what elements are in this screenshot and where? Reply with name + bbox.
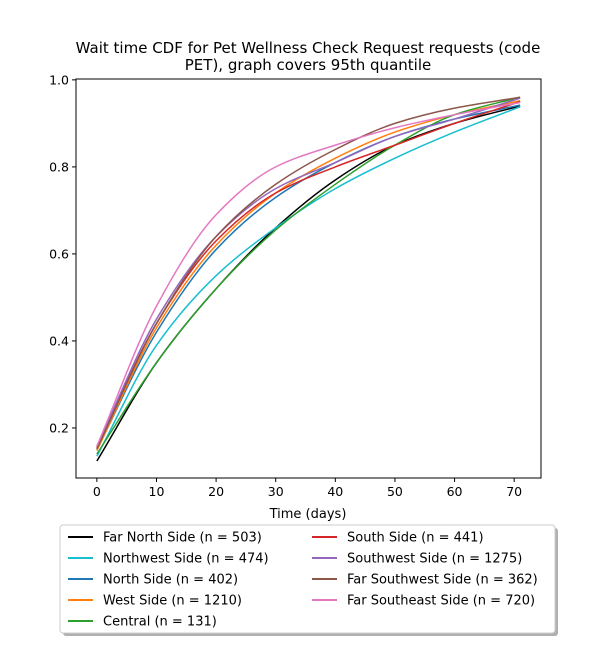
series-line-8 <box>96 96 521 450</box>
series-line-5 <box>96 96 521 455</box>
x-tick-label: 50 <box>387 484 403 499</box>
legend-label: Far Southeast Side (n = 720) <box>347 594 535 609</box>
series-layer <box>96 96 521 462</box>
y-axis-ticks: 0.2 0.4 0.6 0.8 1.0 <box>49 72 76 435</box>
x-axis-label: Time (days) <box>269 507 347 522</box>
y-tick-label: 1.0 <box>49 72 69 87</box>
y-tick-label: 0.8 <box>49 159 69 174</box>
legend-label: Northwest Side (n = 474) <box>103 552 269 567</box>
x-tick-label: 10 <box>149 484 165 499</box>
y-tick-label: 0.2 <box>49 420 69 435</box>
legend-label: Central (n = 131) <box>103 615 217 630</box>
legend-label: West Side (n = 1210) <box>103 594 242 609</box>
x-tick-label: 30 <box>268 484 284 499</box>
legend: Far North Side (n = 503) Northwest Side (… <box>59 524 558 636</box>
x-axis-ticks: 0 10 20 30 40 50 60 70 <box>93 478 522 499</box>
x-tick-label: 60 <box>447 484 463 499</box>
chart-title-line-1: Wait time CDF for Pet Wellness Check Req… <box>76 39 541 57</box>
legend-label: Far Southwest Side (n = 362) <box>347 573 538 588</box>
legend-label: Far North Side (n = 503) <box>103 531 262 546</box>
legend-box <box>59 524 556 634</box>
legend-label: Southwest Side (n = 1275) <box>347 552 522 567</box>
series-line-9 <box>96 101 521 447</box>
x-tick-label: 20 <box>208 484 224 499</box>
plot-area-frame <box>75 78 542 479</box>
x-tick-label: 40 <box>327 484 343 499</box>
series-line-3 <box>96 104 521 451</box>
chart-title-line-2: PET), graph covers 95th quantile <box>185 56 431 74</box>
x-tick-label: 0 <box>93 484 101 499</box>
legend-label: North Side (n = 402) <box>103 573 238 588</box>
legend-label: South Side (n = 441) <box>347 531 484 546</box>
y-tick-label: 0.4 <box>49 333 69 348</box>
series-line-7 <box>96 97 521 447</box>
x-tick-label: 70 <box>506 484 522 499</box>
legend-items: Far North Side (n = 503) Northwest Side (… <box>68 531 538 630</box>
series-line-1 <box>96 105 521 462</box>
y-tick-label: 0.6 <box>49 246 69 261</box>
series-line-2 <box>96 106 521 457</box>
